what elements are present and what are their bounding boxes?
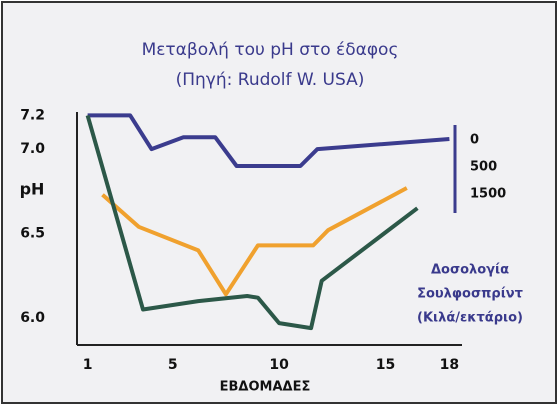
series-line xyxy=(85,114,419,331)
chart-subtitle: (Πηγή: Rudolf W. USA) xyxy=(176,70,365,90)
y-tick-label: 6.5 xyxy=(20,226,45,242)
legend-title: Σουλφοσπρίντ xyxy=(417,287,523,302)
series-line xyxy=(101,186,408,297)
x-tick-label: 15 xyxy=(376,357,395,373)
legend-label: 0 xyxy=(470,133,479,148)
x-axis-label: ΕΒΔΟΜΑΔΕΣ xyxy=(220,380,311,395)
y-axis-label: pH xyxy=(20,180,45,199)
x-tick-label: 1 xyxy=(83,357,93,373)
x-tick-label: 5 xyxy=(168,357,178,373)
series-line xyxy=(87,113,450,168)
x-tick-label: 18 xyxy=(440,357,459,373)
chart-title: Μεταβολή του pH στο έδαφος xyxy=(142,40,399,60)
legend-label: 1500 xyxy=(470,187,506,202)
y-tick-label: 6.0 xyxy=(20,310,45,326)
legend-title: (Κιλά/εκτάριο) xyxy=(417,311,523,326)
legend-title: Δοσολογία xyxy=(431,263,509,278)
legend-label: 500 xyxy=(470,160,497,175)
x-tick-label: 10 xyxy=(269,357,289,373)
y-tick-label: 7.0 xyxy=(20,141,45,157)
y-tick-label: 7.2 xyxy=(20,107,45,123)
